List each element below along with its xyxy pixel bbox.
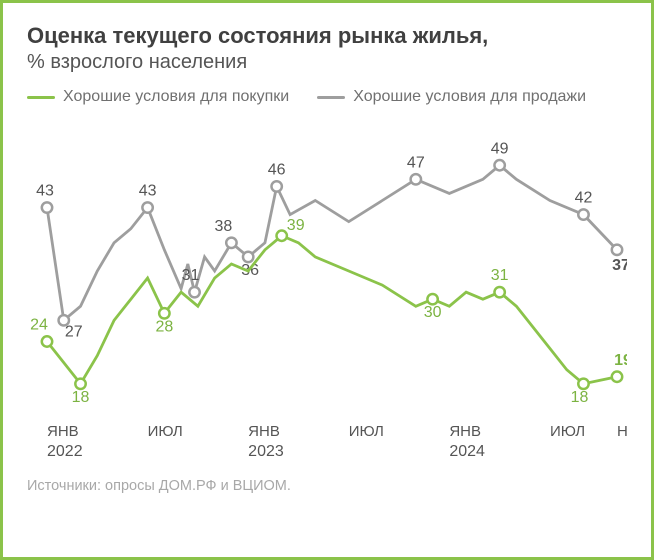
chart-plot: 43274331383646474942372418283930311819ЯН… <box>27 112 627 472</box>
svg-text:ЯНВ: ЯНВ <box>248 423 280 440</box>
svg-text:18: 18 <box>571 389 589 406</box>
svg-text:ЯНВ: ЯНВ <box>47 423 79 440</box>
svg-text:ИЮЛ: ИЮЛ <box>349 423 384 440</box>
svg-text:18: 18 <box>72 389 90 406</box>
svg-text:2024: 2024 <box>449 443 485 460</box>
chart-title: Оценка текущего состояния рынка жилья, <box>27 23 627 49</box>
svg-text:31: 31 <box>491 267 509 284</box>
svg-text:24: 24 <box>30 317 48 334</box>
legend-label-sell: Хорошие условия для продажи <box>353 88 586 106</box>
svg-text:НОЯ: НОЯ <box>617 423 627 440</box>
svg-text:47: 47 <box>407 154 425 171</box>
svg-text:2023: 2023 <box>248 443 284 460</box>
chart-frame: Оценка текущего состояния рынка жилья, %… <box>0 0 654 560</box>
source-note: Источники: опросы ДОМ.РФ и ВЦИОМ. <box>27 478 627 494</box>
svg-text:2022: 2022 <box>47 443 83 460</box>
svg-text:ИЮЛ: ИЮЛ <box>148 423 183 440</box>
svg-text:37: 37 <box>612 257 627 274</box>
legend-label-buy: Хорошие условия для покупки <box>63 88 289 106</box>
svg-text:46: 46 <box>268 161 286 178</box>
svg-text:42: 42 <box>575 190 593 207</box>
svg-text:19: 19 <box>614 352 627 369</box>
legend-swatch-buy <box>27 96 55 99</box>
svg-text:31: 31 <box>182 267 200 284</box>
legend-item-buy: Хорошие условия для покупки <box>27 88 289 106</box>
svg-text:30: 30 <box>424 304 442 321</box>
line-chart-svg: 43274331383646474942372418283930311819ЯН… <box>27 112 627 472</box>
svg-text:ИЮЛ: ИЮЛ <box>550 423 585 440</box>
svg-text:28: 28 <box>155 318 173 335</box>
chart-subtitle: % взрослого населения <box>27 51 627 74</box>
svg-text:ЯНВ: ЯНВ <box>449 423 481 440</box>
svg-text:43: 43 <box>36 183 54 200</box>
svg-text:38: 38 <box>215 218 233 235</box>
svg-text:49: 49 <box>491 140 509 157</box>
legend-swatch-sell <box>317 96 345 99</box>
svg-text:43: 43 <box>139 183 157 200</box>
svg-text:27: 27 <box>65 323 83 340</box>
svg-text:39: 39 <box>287 217 305 234</box>
legend-item-sell: Хорошие условия для продажи <box>317 88 586 106</box>
legend: Хорошие условия для покупки Хорошие усло… <box>27 88 627 106</box>
